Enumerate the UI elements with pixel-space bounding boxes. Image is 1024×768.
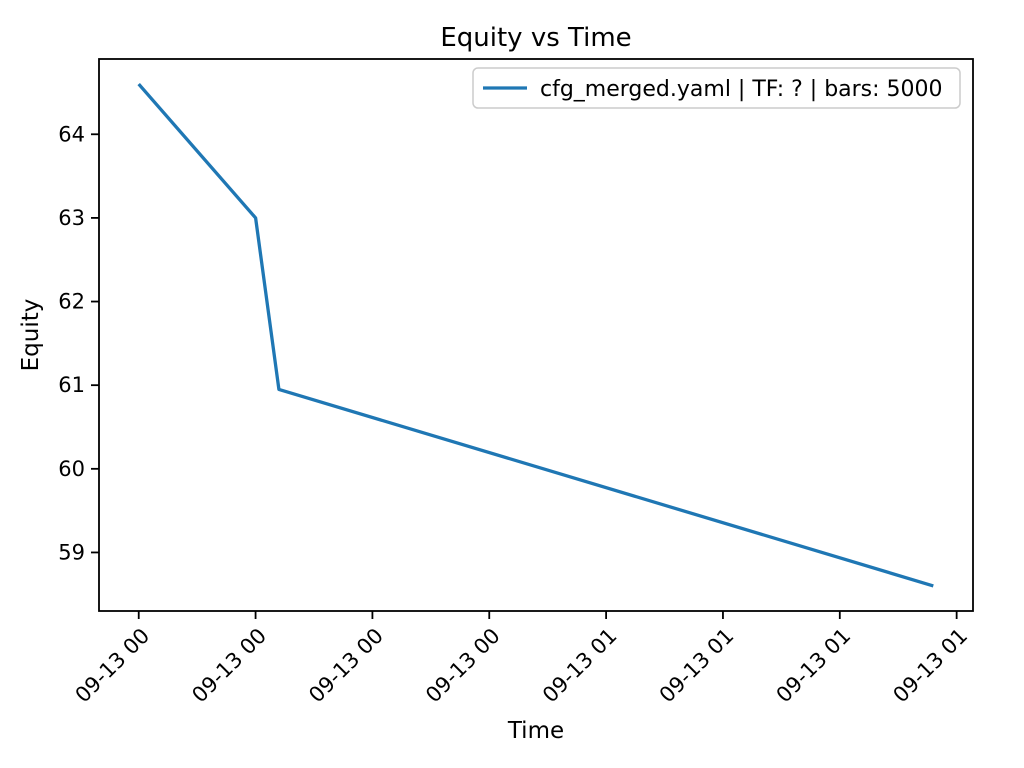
x-tick-label: 09-13 00 xyxy=(187,624,271,708)
legend: cfg_merged.yaml | TF: ? | bars: 5000 xyxy=(472,67,961,109)
y-tick-label: 62 xyxy=(58,290,85,314)
x-tick-label: 09-13 01 xyxy=(888,624,972,708)
legend-label: cfg_merged.yaml | TF: ? | bars: 5000 xyxy=(540,77,943,102)
y-tick-label: 64 xyxy=(58,122,85,146)
y-tick-label: 61 xyxy=(58,373,85,397)
x-tick-label: 09-13 01 xyxy=(655,624,739,708)
legend-box xyxy=(472,67,961,109)
equity-line-series xyxy=(137,83,934,588)
x-tick-label: 09-13 00 xyxy=(304,624,388,708)
plot-area xyxy=(98,58,974,612)
x-axis-ticks: 09-13 00 09-13 00 09-13 00 09-13 00 09-13 01… xyxy=(71,611,972,708)
y-tick-label: 60 xyxy=(58,457,85,481)
x-axis-label: Time xyxy=(507,718,564,744)
y-axis-ticks: 59 60 61 62 63 64 xyxy=(58,122,99,564)
chart-title: Equity vs Time xyxy=(440,23,631,53)
x-tick-label: 09-13 01 xyxy=(538,624,622,708)
x-tick-label: 09-13 00 xyxy=(421,624,505,708)
y-axis-label: Equity xyxy=(18,299,44,372)
x-tick-label: 09-13 00 xyxy=(71,624,155,708)
y-tick-label: 59 xyxy=(58,540,85,564)
x-tick-label: 09-13 01 xyxy=(772,624,856,708)
y-tick-label: 63 xyxy=(58,206,85,230)
